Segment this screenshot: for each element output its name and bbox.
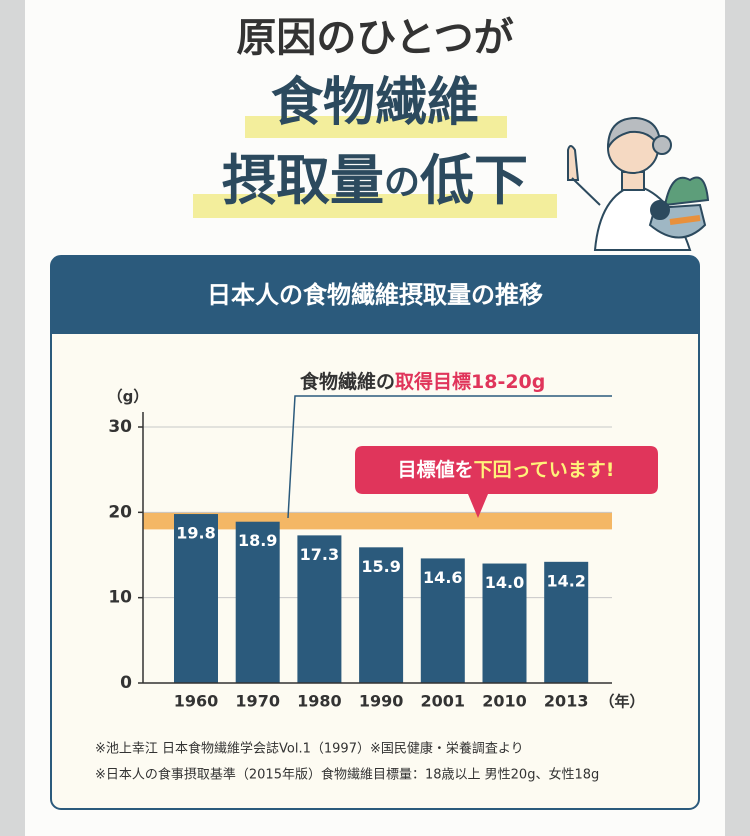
target-label-part: 取得目標18-20g: [395, 370, 545, 393]
x-tick-label: 1980: [297, 692, 342, 711]
callout-text: 目標値を下回っています!: [398, 458, 615, 481]
value-label: 14.2: [546, 571, 585, 590]
highlight: [193, 194, 557, 218]
value-label: 14.0: [485, 573, 524, 592]
target-label-part: 食物繊維の: [300, 370, 395, 393]
illustration: [567, 116, 710, 251]
y-tick-label: 10: [108, 588, 132, 608]
headline: 原因のひとつが: [236, 15, 513, 61]
value-label: 14.6: [423, 568, 462, 587]
headline-part: 摂取量: [222, 149, 384, 212]
bar: [235, 521, 280, 683]
bar: [482, 563, 527, 683]
target-label: 食物繊維の取得目標18-20g: [300, 370, 545, 393]
x-tick-label: 2013: [544, 692, 589, 711]
bar: [174, 514, 218, 683]
callout-part: 下回っています!: [474, 459, 615, 481]
y-unit: （g）: [108, 388, 149, 406]
x-tick-label: 2010: [482, 692, 527, 711]
bar: [297, 535, 342, 683]
y-tick-label: 20: [108, 502, 132, 522]
callout-part: 目標値を: [398, 458, 474, 481]
bar: [544, 561, 589, 683]
value-label: 18.9: [238, 531, 277, 550]
y-tick-label: 0: [120, 673, 132, 693]
y-tick-label: 30: [108, 417, 132, 437]
footnote: ※日本人の食事摂取基準（2015年版）食物繊維目標量：18歳以上 男性20g、女…: [95, 767, 599, 783]
headline-part: の: [384, 162, 420, 203]
highlight: [245, 116, 507, 138]
chart-title: 日本人の食物繊維摂取量の推移: [207, 281, 543, 309]
callout: [355, 446, 658, 518]
footnote: ※池上幸江 日本食物繊維学会誌Vol.1（1997）※国民健康・栄養調査より: [95, 741, 524, 757]
value-label: 15.9: [361, 557, 400, 576]
x-tick-label: 1990: [359, 692, 404, 711]
card-header: [51, 256, 699, 334]
bar: [420, 558, 465, 683]
headline-part: 低下: [420, 149, 528, 212]
value-label: 17.3: [300, 545, 339, 564]
x-unit: （年）: [599, 693, 644, 711]
x-tick-label: 1960: [174, 692, 219, 711]
x-tick-label: 2001: [421, 692, 466, 711]
x-tick-label: 1970: [235, 692, 280, 711]
headline: 摂取量の低下: [222, 149, 528, 212]
leader-line: [287, 395, 612, 519]
card: [50, 255, 700, 810]
plot: 0 10 20 30 19.8 1960 18.9 1970 17.3 1980 15.9 1990 1…: [108, 395, 658, 711]
bar: [359, 547, 404, 683]
headline: 食物繊維: [271, 73, 479, 133]
value-label: 19.8: [176, 524, 215, 543]
